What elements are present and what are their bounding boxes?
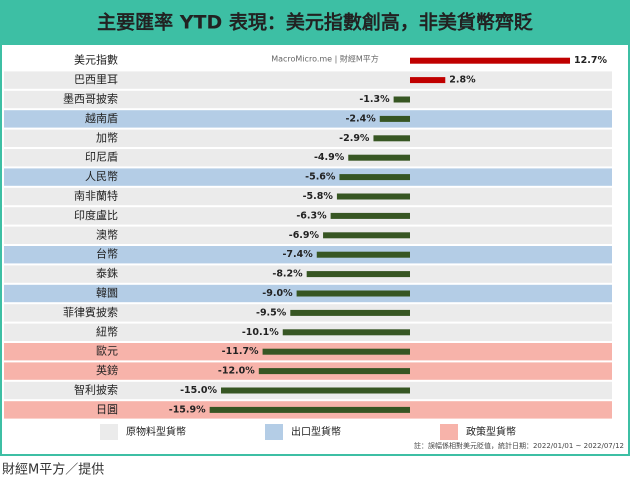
data-label: -6.9%	[289, 230, 320, 241]
bar	[410, 77, 446, 84]
bar	[258, 368, 410, 375]
y-tick-label: 澳幣	[96, 228, 118, 241]
legend-swatch	[265, 424, 283, 440]
y-tick-label: 泰銖	[96, 266, 118, 280]
data-label: -8.2%	[272, 269, 303, 280]
row-background	[4, 168, 612, 186]
data-label: -7.4%	[282, 249, 313, 260]
y-tick-label: 智利披索	[74, 383, 118, 397]
data-label: -4.9%	[314, 152, 345, 163]
data-label: -11.7%	[222, 346, 259, 357]
bar	[290, 309, 410, 316]
bar	[282, 329, 410, 336]
bar	[410, 57, 571, 64]
caption: 財經M平方／提供	[2, 462, 104, 478]
bar	[348, 154, 410, 161]
row-background	[4, 149, 612, 167]
bar	[306, 271, 410, 278]
y-tick-label: 印尼盾	[85, 151, 118, 164]
row-background	[4, 110, 612, 128]
data-label: -2.4%	[345, 113, 376, 124]
chart-title: 主要匯率 YTD 表現：美元指數創高，非美貨幣齊貶	[97, 11, 533, 34]
data-label: -6.3%	[296, 210, 327, 221]
bar	[379, 115, 410, 122]
legend-swatch	[100, 424, 118, 440]
y-tick-label: 巴西里耳	[74, 73, 118, 86]
data-label: -15.9%	[169, 404, 206, 415]
y-tick-label: 日圓	[96, 403, 118, 416]
data-label: -5.8%	[303, 191, 334, 202]
y-tick-label: 英鎊	[96, 363, 118, 377]
data-label: -9.5%	[256, 307, 287, 318]
note: 註：誤幅係相對美元貶值，統計日期：2022/01/01 ~ 2022/07/12	[414, 441, 624, 450]
y-tick-label: 菲律賓披索	[63, 305, 118, 319]
row-background	[4, 90, 612, 109]
row-background	[4, 129, 612, 147]
data-label: -12.0%	[218, 366, 255, 377]
row-background	[4, 187, 612, 206]
bar	[323, 232, 410, 239]
data-label: 12.7%	[574, 55, 607, 66]
y-tick-label: 台幣	[96, 247, 118, 261]
y-tick-label: 韓圜	[96, 287, 118, 300]
bar	[373, 135, 410, 142]
data-label: -1.3%	[359, 94, 390, 105]
y-tick-label: 墨西哥披索	[63, 92, 118, 106]
legend-swatch	[440, 424, 458, 440]
bar	[336, 193, 410, 200]
watermark: MacroMicro.me | 財經M平方	[271, 54, 379, 64]
bar	[296, 290, 410, 297]
y-tick-label: 加幣	[96, 131, 118, 144]
row-background	[4, 226, 612, 244]
y-tick-label: 越南盾	[85, 111, 118, 125]
data-label: -10.1%	[242, 327, 279, 338]
data-label: -2.9%	[339, 133, 370, 144]
bar	[330, 212, 410, 219]
bar	[221, 387, 410, 394]
legend-label: 原物料型貨幣	[126, 425, 186, 438]
row-background	[4, 207, 612, 225]
y-tick-label: 紐幣	[96, 325, 118, 338]
row-background	[4, 246, 612, 264]
y-tick-label: 人民幣	[85, 170, 118, 183]
data-label: -9.0%	[262, 288, 293, 299]
data-label: -5.6%	[305, 172, 336, 183]
bar	[209, 406, 410, 413]
y-tick-label: 印度盧比	[74, 208, 118, 222]
data-label: 2.8%	[449, 75, 476, 86]
legend-label: 政策型貨幣	[466, 425, 516, 438]
bar	[262, 348, 410, 355]
bar	[339, 174, 410, 181]
bar	[316, 251, 410, 258]
bar	[393, 96, 410, 103]
data-label: -15.0%	[180, 385, 217, 396]
y-tick-label: 南非蘭特	[74, 189, 118, 203]
title-bar	[1, 1, 629, 45]
row-background	[4, 71, 612, 89]
y-tick-label: 美元指數	[74, 53, 118, 67]
y-tick-label: 歐元	[96, 344, 118, 358]
legend-label: 出口型貨幣	[291, 425, 341, 438]
